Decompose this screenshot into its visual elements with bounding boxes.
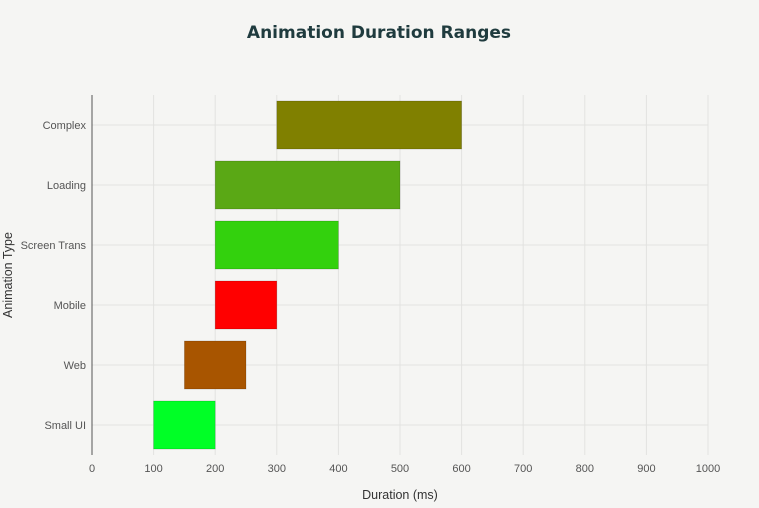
x-tick-label-400: 400 — [329, 463, 347, 475]
y-axis-title: Animation Type — [1, 232, 15, 318]
bar-small-ui[interactable] — [153, 400, 216, 450]
x-tick-label-300: 300 — [268, 463, 286, 475]
y-tick-label-complex: Complex — [43, 120, 87, 132]
x-tick-label-600: 600 — [452, 463, 470, 475]
x-tick-label-900: 900 — [637, 463, 655, 475]
x-tick-label-800: 800 — [576, 463, 594, 475]
x-tick-label-0: 0 — [89, 463, 95, 475]
bar-loading[interactable] — [214, 160, 401, 210]
ticks: 0 100 200 300 400 500 600 700 800 900 1000 Small UI… — [21, 120, 721, 475]
x-tick-label-500: 500 — [391, 463, 409, 475]
y-tick-label-small-ui: Small UI — [44, 420, 86, 432]
bar-web[interactable] — [184, 340, 247, 390]
bars — [153, 100, 462, 450]
chart-title: Animation Duration Ranges — [247, 23, 511, 43]
x-tick-label-100: 100 — [144, 463, 162, 475]
x-tick-label-200: 200 — [206, 463, 224, 475]
x-tick-label-700: 700 — [514, 463, 532, 475]
y-tick-label-screen-trans: Screen Trans — [21, 240, 87, 252]
bar-complex[interactable] — [276, 100, 462, 150]
bar-mobile[interactable] — [214, 280, 278, 330]
x-tick-label-1000: 1000 — [696, 463, 720, 475]
y-tick-label-mobile: Mobile — [54, 300, 86, 312]
x-axis-title: Duration (ms) — [362, 488, 438, 502]
bar-screen-trans[interactable] — [214, 220, 339, 270]
y-tick-label-loading: Loading — [47, 180, 86, 192]
y-tick-label-web: Web — [64, 360, 86, 372]
